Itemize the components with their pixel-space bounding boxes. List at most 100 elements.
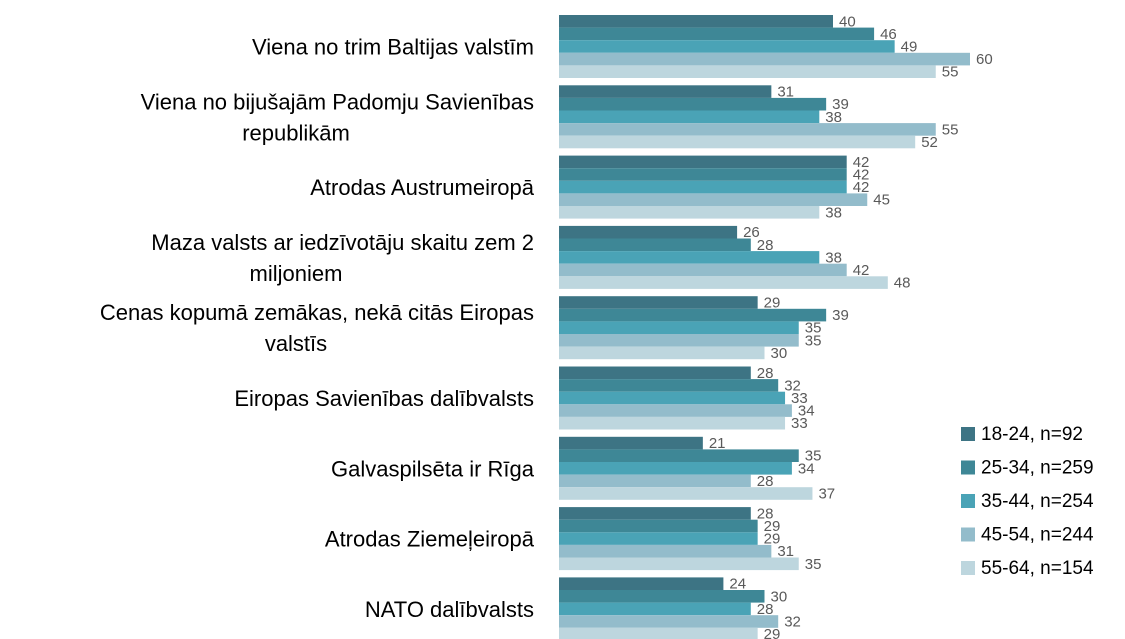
value-label: 21 <box>709 435 726 452</box>
value-label: 37 <box>818 486 835 503</box>
bar <box>559 97 827 111</box>
category-label: Maza valsts ar iedzīvotāju skaitu zem 2 <box>151 230 534 255</box>
value-label: 42 <box>853 167 870 184</box>
value-label: 35 <box>805 556 822 573</box>
bar <box>559 263 847 277</box>
bar <box>559 52 970 66</box>
value-label: 35 <box>805 332 822 349</box>
value-label: 28 <box>757 237 774 254</box>
bar <box>559 615 779 628</box>
bar <box>559 168 847 181</box>
value-label: 32 <box>784 614 801 631</box>
value-label: 32 <box>784 377 801 394</box>
value-label: 45 <box>873 192 890 209</box>
bar <box>559 366 751 380</box>
legend-label: 35-44, n=254 <box>981 491 1094 512</box>
bar <box>559 321 799 334</box>
bar <box>559 590 765 603</box>
value-label: 30 <box>771 588 788 605</box>
value-label: 42 <box>853 179 870 196</box>
category-label: republikām <box>242 120 350 145</box>
category-label: Cenas kopumā zemākas, nekā citās Eiropas <box>100 300 534 325</box>
value-label: 28 <box>757 365 774 382</box>
bar <box>559 416 786 430</box>
category-label: Atrodas Ziemeļeiropā <box>325 527 535 552</box>
category-label: Viena no trim Baltijas valstīm <box>252 35 534 60</box>
value-label: 46 <box>880 26 897 43</box>
category-label: Atrodas Austrumeiropā <box>310 175 535 200</box>
bar <box>559 346 765 360</box>
value-label: 55 <box>942 64 959 81</box>
bar <box>559 487 813 500</box>
category-label: Viena no bijušajām Padomju Savienības <box>141 89 534 114</box>
legend-swatch <box>961 460 975 475</box>
bar <box>559 602 751 616</box>
value-label: 34 <box>798 460 815 477</box>
bar <box>559 193 868 206</box>
legend-swatch <box>961 494 975 508</box>
value-label: 26 <box>743 224 760 241</box>
bar <box>559 308 827 322</box>
legend-label: 25-34, n=259 <box>981 458 1094 479</box>
value-label: 29 <box>764 531 781 548</box>
legend-label: 18-24, n=92 <box>981 424 1083 445</box>
value-label: 49 <box>901 39 918 56</box>
value-label: 35 <box>805 320 822 337</box>
value-label: 33 <box>791 390 808 407</box>
value-label: 38 <box>825 249 842 266</box>
bar <box>559 379 779 392</box>
value-label: 28 <box>757 505 774 522</box>
bar <box>559 251 820 264</box>
bar <box>559 462 792 475</box>
category-label: Eiropas Savienības dalībvalsts <box>234 386 534 411</box>
category-label: Galvaspilsēta ir Rīga <box>331 456 535 481</box>
bar <box>559 276 888 289</box>
bar <box>559 110 820 124</box>
value-label: 39 <box>832 96 849 113</box>
bar <box>559 123 936 136</box>
bar-layer <box>559 15 970 639</box>
bar <box>559 544 772 558</box>
bar <box>559 15 833 28</box>
bar <box>559 206 820 219</box>
value-label-layer: 4046496055313938555242424245382628384248… <box>709 13 993 639</box>
value-label: 38 <box>825 109 842 126</box>
value-label: 42 <box>853 262 870 279</box>
bar <box>559 180 847 194</box>
bar <box>559 334 799 347</box>
value-label: 34 <box>798 403 815 420</box>
bar <box>559 627 758 639</box>
value-label: 31 <box>777 543 794 560</box>
category-label: valstīs <box>265 331 327 356</box>
bar <box>559 238 751 252</box>
legend: 18-24, n=92 25-34, n=259 35-44, n=254 45-54… <box>961 424 1094 579</box>
bar <box>559 296 758 309</box>
bar <box>559 27 875 41</box>
value-label: 48 <box>894 275 911 292</box>
value-label: 35 <box>805 448 822 465</box>
bar <box>559 532 758 545</box>
legend-swatch <box>961 561 975 575</box>
value-label: 30 <box>771 345 788 362</box>
value-label: 33 <box>791 415 808 432</box>
bar <box>559 557 799 571</box>
bar <box>559 474 751 488</box>
category-label: miljoniem <box>250 261 343 286</box>
value-label: 28 <box>757 473 774 490</box>
value-label: 52 <box>921 134 938 151</box>
bar <box>559 507 751 520</box>
category-label: NATO dalībvalsts <box>365 597 534 622</box>
bar <box>559 155 847 169</box>
legend-label: 55-64, n=154 <box>981 558 1094 579</box>
bar <box>559 135 916 149</box>
bar <box>559 85 772 98</box>
value-label: 24 <box>729 576 746 593</box>
bar <box>559 65 936 78</box>
bar <box>559 40 895 53</box>
value-label: 28 <box>757 601 774 618</box>
value-label: 55 <box>942 121 959 138</box>
bar <box>559 404 792 417</box>
value-label: 29 <box>764 518 781 535</box>
value-label: 29 <box>764 626 781 639</box>
